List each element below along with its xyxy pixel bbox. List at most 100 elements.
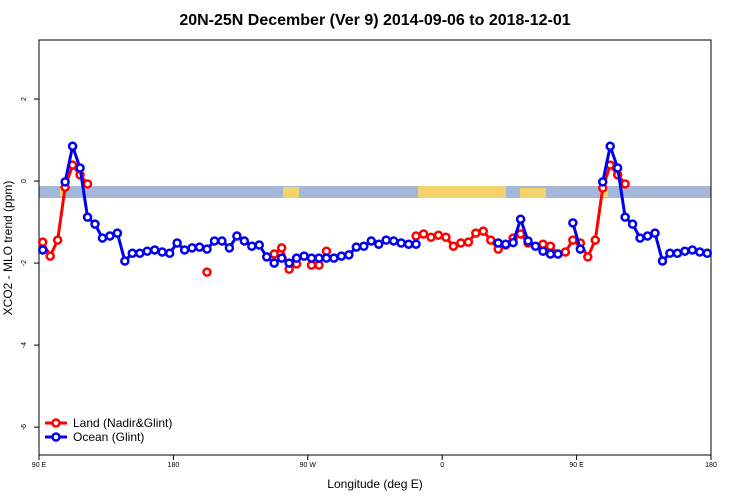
data-point (568, 235, 578, 245)
data-point (82, 212, 93, 222)
data-point (620, 212, 630, 222)
legend-label: Ocean (Glint) (73, 430, 144, 444)
data-point (508, 237, 518, 248)
data-point (478, 226, 489, 236)
data-point (373, 239, 384, 249)
data-point (164, 248, 175, 258)
data-point (590, 235, 601, 245)
data-point (276, 253, 287, 263)
data-point (135, 248, 145, 258)
data-point (411, 231, 421, 241)
y-tick-label: -4 (21, 342, 28, 348)
x-tick-label: 90 W (300, 462, 317, 469)
data-point (650, 228, 660, 238)
data-point (187, 243, 197, 253)
data-point (680, 246, 690, 256)
data-point (269, 258, 279, 268)
data-point (194, 242, 205, 252)
data-point (702, 248, 713, 258)
data-point (418, 229, 429, 239)
data-point (381, 235, 391, 245)
data-point (366, 236, 377, 246)
data-point (299, 251, 309, 261)
data-point (314, 253, 324, 263)
data-point (157, 247, 167, 257)
data-point (329, 253, 339, 263)
data-point (239, 236, 250, 246)
data-point (530, 241, 541, 252)
x-axis-label: Longitude (deg E) (327, 477, 422, 491)
data-point (493, 238, 503, 248)
data-point (583, 252, 593, 262)
data-point (75, 163, 85, 173)
chart-title: 20N-25N December (Ver 9) 2014-09-06 to 2… (179, 12, 570, 29)
data-point (306, 253, 317, 263)
data-point (396, 238, 406, 248)
data-point (635, 233, 645, 243)
data-point (127, 248, 138, 258)
data-point (411, 239, 421, 249)
data-point (45, 251, 55, 261)
data-point (105, 231, 115, 241)
data-point (254, 240, 265, 250)
data-point (67, 141, 78, 151)
data-point (82, 179, 93, 189)
data-point (291, 253, 302, 263)
data-point (500, 239, 511, 249)
data-point (441, 232, 451, 242)
data-point (448, 241, 459, 252)
data-point (202, 244, 212, 254)
data-point (276, 243, 287, 253)
data-point (426, 232, 436, 242)
data-point (52, 235, 63, 245)
data-point (247, 241, 257, 252)
data-point (359, 241, 369, 252)
data-point (672, 248, 683, 258)
data-point (485, 235, 496, 245)
y-tick-label: -2 (21, 260, 28, 266)
data-point (37, 237, 48, 247)
data-point (232, 231, 242, 241)
data-point (695, 247, 705, 257)
data-point (560, 247, 571, 257)
data-point (545, 241, 556, 252)
data-point (523, 236, 533, 246)
data-point (612, 163, 623, 173)
data-point (344, 250, 354, 260)
legend-entry: Land (Nadir&Glint) (45, 416, 172, 430)
data-point (37, 245, 48, 255)
x-tick-label: 90 E (569, 462, 584, 469)
data-point (553, 249, 563, 259)
legend-label: Land (Nadir&Glint) (73, 416, 172, 430)
data-point (471, 228, 481, 238)
data-point (403, 239, 414, 249)
data-point (538, 246, 548, 256)
data-point (657, 256, 668, 266)
data-point (142, 246, 153, 256)
map-strip (39, 186, 711, 198)
data-point (284, 258, 294, 268)
data-point (388, 236, 399, 246)
x-tick-label: 90 E (32, 462, 47, 469)
data-point (545, 249, 556, 259)
data-point (515, 214, 526, 224)
legend-marker (51, 418, 61, 428)
y-tick-label: 2 (21, 97, 28, 101)
data-point (642, 231, 653, 241)
data-point (97, 233, 108, 243)
data-point (179, 245, 190, 255)
data-point (351, 242, 362, 252)
data-point (217, 236, 227, 246)
data-point (687, 245, 698, 255)
data-point (336, 251, 347, 261)
data-point (620, 179, 630, 189)
data-point (60, 177, 70, 187)
y-tick-label: -6 (21, 424, 28, 430)
data-point (120, 256, 130, 266)
x-tick-label: 180 (168, 462, 180, 469)
data-point (665, 248, 675, 258)
data-point (172, 238, 182, 248)
data-point (224, 243, 235, 253)
